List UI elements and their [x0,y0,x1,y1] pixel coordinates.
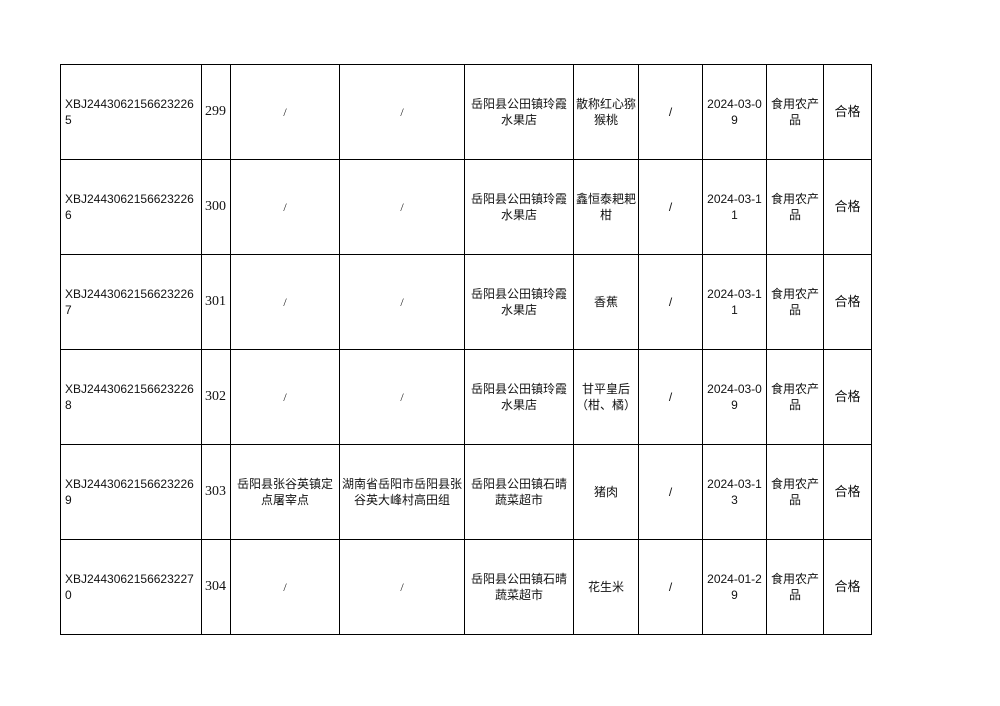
seller-name-cell: 岳阳县公田镇玲霞水果店 [464,254,574,350]
product-name-cell: 甘平皇后（柑、橘） [573,349,639,445]
table-row: XBJ24430621566232265 299// 岳阳县公田镇玲霞水果店 散称红心… [60,64,872,160]
production-date-cell: 2024-03-09 [702,64,767,160]
serial-number-cell: 304 [201,539,231,635]
category-cell: 食用农产品 [766,159,824,255]
production-date-cell: 2024-03-13 [702,444,767,540]
result-cell: 合格 [823,159,872,255]
category-cell: 食用农产品 [766,349,824,445]
seller-name-cell: 岳阳县公田镇玲霞水果店 [464,349,574,445]
table-row: XBJ24430621566232270 304// 岳阳县公田镇石晴蔬菜超市 花生米… [60,539,872,635]
specification-cell: / [638,349,703,445]
table-row: XBJ24430621566232268 302// 岳阳县公田镇玲霞水果店 甘平皇后… [60,349,872,445]
producer-address-cell: / [339,254,465,350]
category-cell: 食用农产品 [766,64,824,160]
producer-name-cell: / [230,349,340,445]
category-cell: 食用农产品 [766,254,824,350]
category-cell: 食用农产品 [766,539,824,635]
table-row: XBJ24430621566232266 300// 岳阳县公田镇玲霞水果店 鑫恒泰耙… [60,159,872,255]
serial-number-cell: 301 [201,254,231,350]
producer-address-cell: / [339,349,465,445]
specification-cell: / [638,444,703,540]
sample-code-cell: XBJ24430621566232270 [60,539,202,635]
product-name-cell: 花生米 [573,539,639,635]
category-cell: 食用农产品 [766,444,824,540]
sample-code-cell: XBJ24430621566232267 [60,254,202,350]
seller-name-cell: 岳阳县公田镇玲霞水果店 [464,159,574,255]
specification-cell: / [638,64,703,160]
production-date-cell: 2024-01-29 [702,539,767,635]
product-name-cell: 散称红心猕猴桃 [573,64,639,160]
producer-address-cell: / [339,539,465,635]
producer-name-cell: / [230,64,340,160]
sample-code-cell: XBJ24430621566232268 [60,349,202,445]
serial-number-cell: 302 [201,349,231,445]
serial-number-cell: 303 [201,444,231,540]
producer-name-cell: / [230,254,340,350]
table-row: XBJ24430621566232269 303 岳阳县张谷英镇定点屠宰点 湖南省岳阳… [60,444,872,540]
table-row: XBJ24430621566232267 301// 岳阳县公田镇玲霞水果店 香蕉/2… [60,254,872,350]
result-cell: 合格 [823,254,872,350]
specification-cell: / [638,539,703,635]
sample-code-cell: XBJ24430621566232265 [60,64,202,160]
serial-number-cell: 300 [201,159,231,255]
seller-name-cell: 岳阳县公田镇玲霞水果店 [464,64,574,160]
seller-name-cell: 岳阳县公田镇石晴蔬菜超市 [464,444,574,540]
producer-name-cell: 岳阳县张谷英镇定点屠宰点 [230,444,340,540]
production-date-cell: 2024-03-09 [702,349,767,445]
production-date-cell: 2024-03-11 [702,159,767,255]
inspection-results-table: XBJ24430621566232265 299// 岳阳县公田镇玲霞水果店 散称红心… [60,64,872,635]
producer-address-cell: / [339,64,465,160]
result-cell: 合格 [823,444,872,540]
result-cell: 合格 [823,64,872,160]
product-name-cell: 鑫恒泰耙耙柑 [573,159,639,255]
specification-cell: / [638,159,703,255]
product-name-cell: 猪肉 [573,444,639,540]
product-name-cell: 香蕉 [573,254,639,350]
sample-code-cell: XBJ24430621566232266 [60,159,202,255]
producer-address-cell: / [339,159,465,255]
producer-address-cell: 湖南省岳阳市岳阳县张谷英大峰村高田组 [339,444,465,540]
producer-name-cell: / [230,539,340,635]
sample-code-cell: XBJ24430621566232269 [60,444,202,540]
result-cell: 合格 [823,349,872,445]
result-cell: 合格 [823,539,872,635]
producer-name-cell: / [230,159,340,255]
specification-cell: / [638,254,703,350]
seller-name-cell: 岳阳县公田镇石晴蔬菜超市 [464,539,574,635]
production-date-cell: 2024-03-11 [702,254,767,350]
serial-number-cell: 299 [201,64,231,160]
